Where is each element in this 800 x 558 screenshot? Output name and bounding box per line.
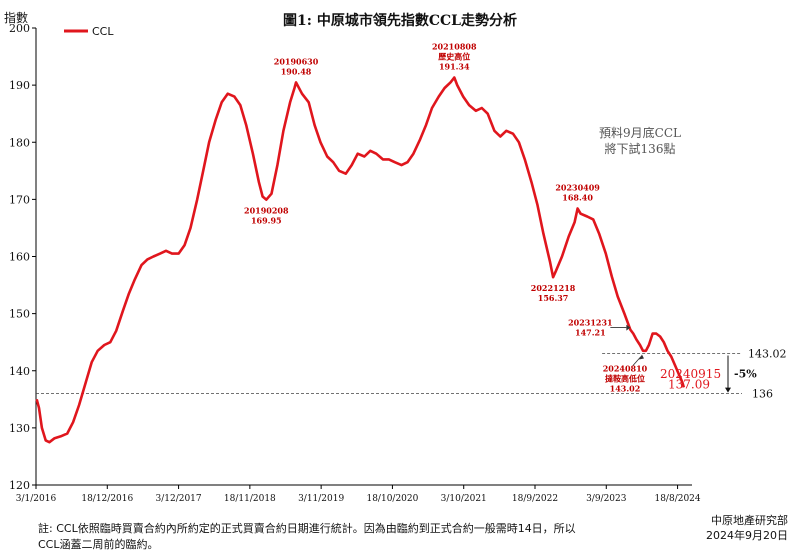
y-tick-label: 130 [9, 422, 30, 435]
x-tick-label: 18/10/2020 [366, 494, 418, 504]
y-tick-label: 120 [9, 479, 30, 492]
y-tick-label: 200 [9, 22, 30, 35]
legend-label-ccl: CCL [92, 25, 114, 38]
y-tick-label: 150 [9, 308, 30, 321]
annotation-arrow-head [626, 324, 631, 331]
y-tick-label: 190 [9, 79, 30, 92]
y-tick-label: 160 [9, 251, 30, 264]
annotation-text: 20190208 [244, 206, 289, 216]
annotation-text: 20210808 [432, 41, 477, 51]
y-tick-label: 140 [9, 365, 30, 378]
annotation-text: 20221218 [531, 283, 576, 293]
source-date: 2024年9月20日 [706, 529, 788, 542]
annotation-text: 20231231 [568, 318, 613, 328]
y-tick-label: 170 [9, 193, 30, 206]
annotation-text: 168.40 [562, 193, 593, 203]
reference-label-143: 143.02 [748, 347, 787, 360]
annotation-text: 20190630 [274, 56, 319, 66]
x-tick-label: 3/1/2016 [16, 494, 57, 504]
reference-label-136: 136 [752, 388, 773, 401]
annotation-arrow [632, 356, 642, 366]
y-axis-label: 指數 [4, 10, 28, 25]
annotation-text: 191.34 [439, 61, 470, 71]
x-tick-label: 3/11/2019 [298, 494, 344, 504]
x-tick-label: 18/9/2022 [512, 494, 558, 504]
annotation-text: 歷史高位 [438, 51, 470, 61]
chart-title: 圖1: 中原城市領先指數CCL走勢分析 [283, 13, 517, 29]
annotation-arrow-head [638, 354, 644, 360]
x-tick-label: 18/11/2018 [224, 494, 276, 504]
x-tick-label: 18/12/2016 [81, 494, 133, 504]
annotation-text: 190.48 [281, 66, 312, 76]
annotation-text: 20230409 [555, 183, 600, 193]
drop-arrow-head [725, 387, 731, 393]
annotation-text: 撻鞍高低位 [605, 373, 645, 383]
footnote: 註: CCL依照臨時買賣合約內所約定的正式買賣合約日期進行統計。因為由臨約到正式… [38, 522, 576, 551]
series-line-ccl [35, 76, 686, 444]
annotation-text: 156.37 [538, 293, 569, 303]
x-tick-label: 18/8/2024 [654, 494, 700, 504]
annotation-text: 147.21 [575, 328, 606, 338]
x-tick-label: 3/10/2021 [441, 494, 487, 504]
annotation-text: 143.02 [610, 383, 641, 393]
change-label: -5% [734, 368, 757, 381]
y-tick-label: 180 [9, 136, 30, 149]
source-org: 中原地產研究部 [711, 514, 788, 527]
annotation-text: 20240810 [603, 363, 648, 373]
x-tick-label: 3/12/2017 [155, 494, 201, 504]
forecast-note: 預料9月底CCL [599, 125, 681, 140]
source-credit: 中原地產研究部 2024年9月20日 [706, 513, 788, 543]
latest-value: 137.09 [668, 377, 710, 391]
annotation-text: 169.95 [251, 216, 282, 226]
forecast-note: 將下試136點 [605, 141, 676, 156]
latest-date: 20240915 [660, 367, 721, 381]
x-tick-label: 3/9/2023 [586, 494, 627, 504]
